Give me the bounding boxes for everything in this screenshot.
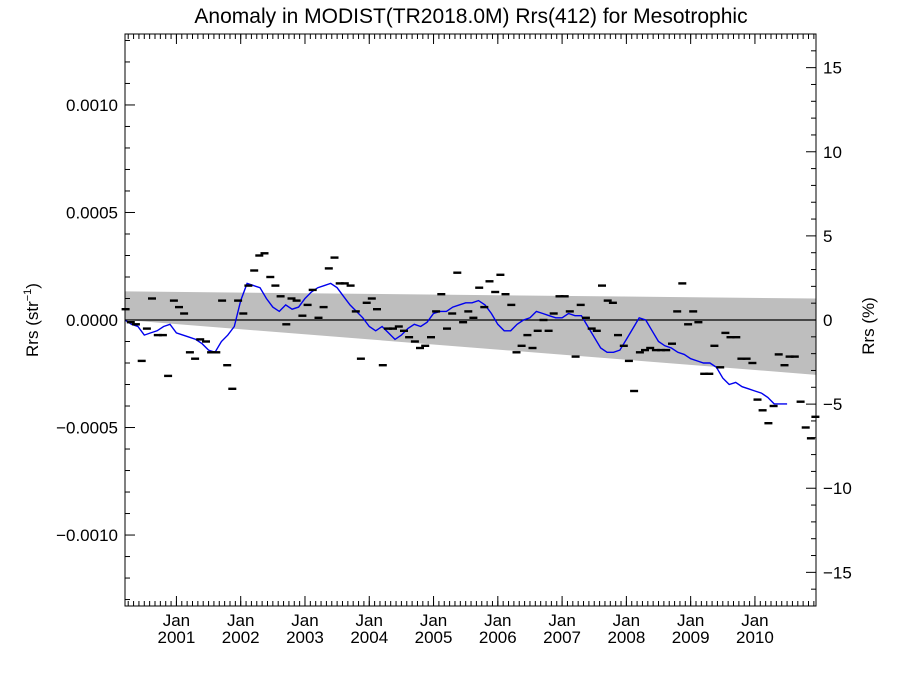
right-tick-label: 0 (823, 311, 832, 330)
x-tick-month-label: Jan (356, 611, 383, 630)
x-tick-year-label: 2008 (607, 628, 645, 647)
left-axis: 0.0010 0.0005 0.0000 −0.0005 −0.0010 (56, 39, 135, 601)
anomaly-marker-layer (121, 252, 820, 440)
left-axis-label-main: Rrs (str (23, 301, 42, 357)
x-tick-month-label: Jan (420, 611, 447, 630)
left-axis-label-close: ) (23, 283, 42, 289)
x-tick-month-label: Jan (548, 611, 575, 630)
left-tick-label: 0.0010 (66, 96, 118, 115)
x-tick-month-label: Jan (227, 611, 254, 630)
chart-title: Anomaly in MODIST(TR2018.0M) Rrs(412) fo… (194, 5, 747, 28)
right-tick-label: 10 (823, 143, 842, 162)
uncertainty-band-layer (125, 291, 816, 375)
x-tick-month-label: Jan (741, 611, 768, 630)
x-tick-month-label: Jan (163, 611, 190, 630)
x-tick-month-label: Jan (677, 611, 704, 630)
left-tick-label: −0.0010 (56, 526, 118, 545)
x-tick-year-label: 2003 (286, 628, 324, 647)
x-tick-month-label: Jan (613, 611, 640, 630)
x-tick-year-label: 2005 (415, 628, 453, 647)
right-tick-label: −10 (823, 479, 852, 498)
left-tick-label: 0.0000 (66, 311, 118, 330)
left-tick-label: 0.0005 (66, 203, 118, 222)
left-tick-label: −0.0005 (56, 419, 118, 438)
right-tick-label: −15 (823, 563, 852, 582)
x-tick-month-label: Jan (484, 611, 511, 630)
running-mean-layer (124, 282, 788, 405)
uncertainty-band (125, 291, 816, 375)
x-tick-year-label: 2006 (479, 628, 517, 647)
x-tick-year-label: 2004 (350, 628, 388, 647)
x-tick-month-label: Jan (291, 611, 318, 630)
right-tick-label: −5 (823, 395, 842, 414)
x-tick-year-label: 2007 (543, 628, 581, 647)
left-axis-label-superscript: −1 (22, 289, 34, 302)
running-mean-line (124, 282, 788, 405)
right-axis-label: Rrs (%) (859, 297, 878, 355)
x-tick-year-label: 2009 (672, 628, 710, 647)
right-axis: 15 10 5 0 −5 −10 −15 (806, 33, 852, 607)
right-tick-label: 15 (823, 59, 842, 78)
x-tick-year-label: 2010 (736, 628, 774, 647)
x-axis: Jan2001Jan2002Jan2003Jan2004Jan2005Jan20… (127, 34, 815, 647)
x-tick-year-label: 2001 (158, 628, 196, 647)
right-tick-label: 5 (823, 227, 832, 246)
x-tick-year-label: 2002 (222, 628, 260, 647)
left-axis-label: Rrs (str−1) (22, 283, 42, 357)
